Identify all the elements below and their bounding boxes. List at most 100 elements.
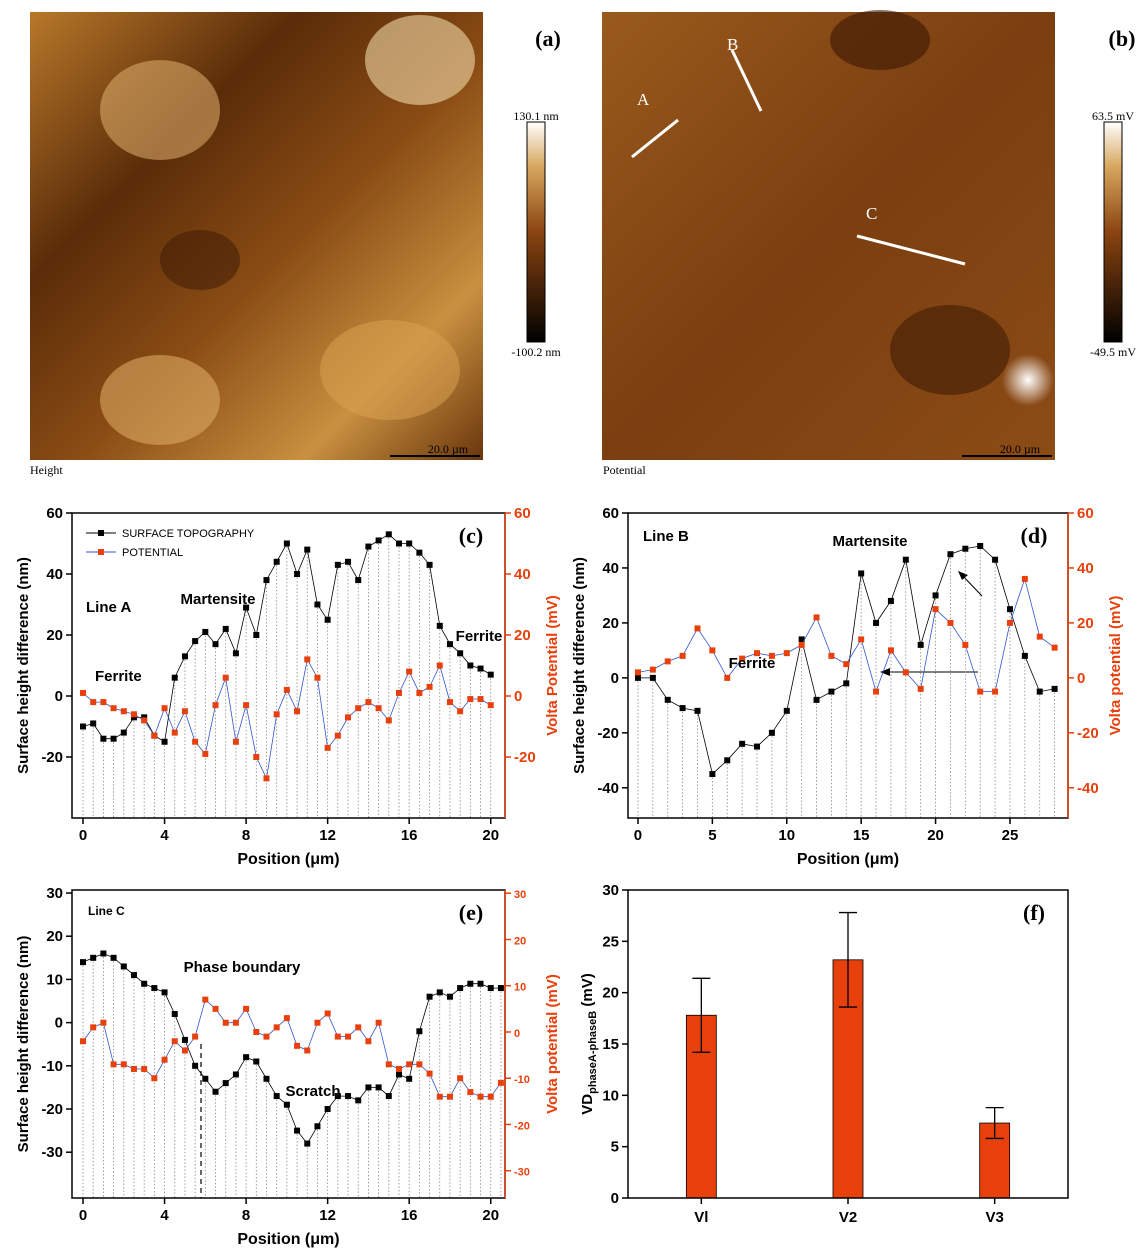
data-point bbox=[488, 672, 494, 678]
data-point bbox=[396, 690, 402, 696]
data-point bbox=[162, 705, 168, 711]
data-point bbox=[416, 550, 422, 556]
data-point bbox=[284, 687, 290, 693]
grain bbox=[890, 305, 1010, 395]
data-point bbox=[304, 656, 310, 662]
data-point bbox=[488, 1094, 494, 1100]
data-point bbox=[263, 1034, 269, 1040]
data-point bbox=[457, 985, 463, 991]
data-point bbox=[294, 708, 300, 714]
data-point bbox=[121, 1061, 127, 1067]
y-tick-label: 40 bbox=[46, 566, 63, 583]
data-point bbox=[192, 1063, 198, 1069]
y-tick-label: -20 bbox=[597, 725, 619, 742]
x-tick-label: 20 bbox=[482, 827, 499, 844]
data-point bbox=[888, 598, 894, 604]
colorbar bbox=[527, 122, 545, 342]
data-point bbox=[416, 1028, 422, 1034]
x-tick-label: 15 bbox=[853, 827, 870, 844]
data-point bbox=[263, 577, 269, 583]
x-tick-label: 20 bbox=[482, 1207, 499, 1224]
data-point bbox=[80, 690, 86, 696]
data-point bbox=[478, 666, 484, 672]
y2-tick-label: 20 bbox=[1077, 615, 1094, 632]
y2-tick-label: 0 bbox=[514, 688, 522, 705]
x-tick-label: 4 bbox=[160, 1207, 169, 1224]
data-point bbox=[325, 1010, 331, 1016]
data-point bbox=[233, 1020, 239, 1026]
data-point bbox=[447, 641, 453, 647]
data-point bbox=[213, 1089, 219, 1095]
colorbar-min: -49.5 mV bbox=[1090, 345, 1136, 359]
data-point bbox=[274, 711, 280, 717]
x-tick-label: 12 bbox=[319, 827, 336, 844]
data-point bbox=[345, 559, 351, 565]
annotation: Ferrite bbox=[95, 668, 142, 685]
scale-bar-label: 20.0 µm bbox=[428, 442, 469, 456]
data-point bbox=[274, 559, 280, 565]
y-tick-label: 0 bbox=[55, 1015, 63, 1032]
annotation: Ferrite bbox=[729, 655, 776, 672]
colorbar-max: 63.5 mV bbox=[1092, 109, 1134, 123]
image-caption: Potential bbox=[603, 463, 646, 477]
data-point bbox=[233, 1071, 239, 1077]
arrow-head bbox=[880, 668, 890, 676]
data-point bbox=[365, 1038, 371, 1044]
data-point bbox=[325, 1106, 331, 1112]
data-point bbox=[406, 669, 412, 675]
data-point bbox=[918, 642, 924, 648]
y2-tick-label: 20 bbox=[514, 627, 531, 644]
data-point bbox=[233, 739, 239, 745]
data-point bbox=[121, 708, 127, 714]
x-axis-label: Position (μm) bbox=[797, 851, 899, 868]
data-point bbox=[635, 669, 641, 675]
data-point bbox=[680, 653, 686, 659]
y-axis-label-part: (mV) bbox=[579, 973, 596, 1011]
y2-tick-label: 40 bbox=[514, 566, 531, 583]
image-caption: Height bbox=[30, 463, 63, 477]
data-point bbox=[172, 675, 178, 681]
data-point bbox=[253, 754, 259, 760]
data-point bbox=[386, 531, 392, 537]
data-point bbox=[90, 699, 96, 705]
data-point bbox=[131, 1066, 137, 1072]
y2-tick-label: 0 bbox=[514, 1028, 520, 1040]
data-point bbox=[376, 1020, 382, 1026]
data-point bbox=[709, 771, 715, 777]
data-point bbox=[694, 625, 700, 631]
data-point bbox=[182, 1047, 188, 1053]
data-point bbox=[903, 669, 909, 675]
y-tick-label: 40 bbox=[602, 560, 619, 577]
data-point bbox=[396, 1071, 402, 1077]
data-point bbox=[284, 1102, 290, 1108]
y-tick-label: -30 bbox=[41, 1144, 63, 1161]
data-point bbox=[314, 675, 320, 681]
data-point bbox=[274, 1093, 280, 1099]
afm-image bbox=[602, 12, 1055, 460]
data-point bbox=[1052, 686, 1058, 692]
y-tick-label: 0 bbox=[55, 688, 63, 705]
data-point bbox=[1007, 606, 1013, 612]
data-point bbox=[396, 541, 402, 547]
data-point bbox=[488, 985, 494, 991]
x-axis-label: Position (μm) bbox=[237, 851, 339, 868]
data-point bbox=[843, 680, 849, 686]
data-point bbox=[294, 1128, 300, 1134]
data-point bbox=[1052, 645, 1058, 651]
data-point bbox=[294, 1043, 300, 1049]
data-point bbox=[111, 1061, 117, 1067]
x-tick-label: 16 bbox=[401, 1207, 418, 1224]
x-tick-label: V2 bbox=[839, 1209, 857, 1226]
bright-spot bbox=[1002, 354, 1054, 406]
data-point bbox=[754, 744, 760, 750]
data-point bbox=[100, 736, 106, 742]
data-point bbox=[376, 705, 382, 711]
data-point bbox=[903, 557, 909, 563]
y-tick-label: 0 bbox=[611, 1190, 619, 1207]
data-point bbox=[141, 1066, 147, 1072]
data-point bbox=[665, 658, 671, 664]
data-point bbox=[243, 1006, 249, 1012]
data-point bbox=[828, 653, 834, 659]
data-point bbox=[213, 641, 219, 647]
data-point bbox=[739, 741, 745, 747]
